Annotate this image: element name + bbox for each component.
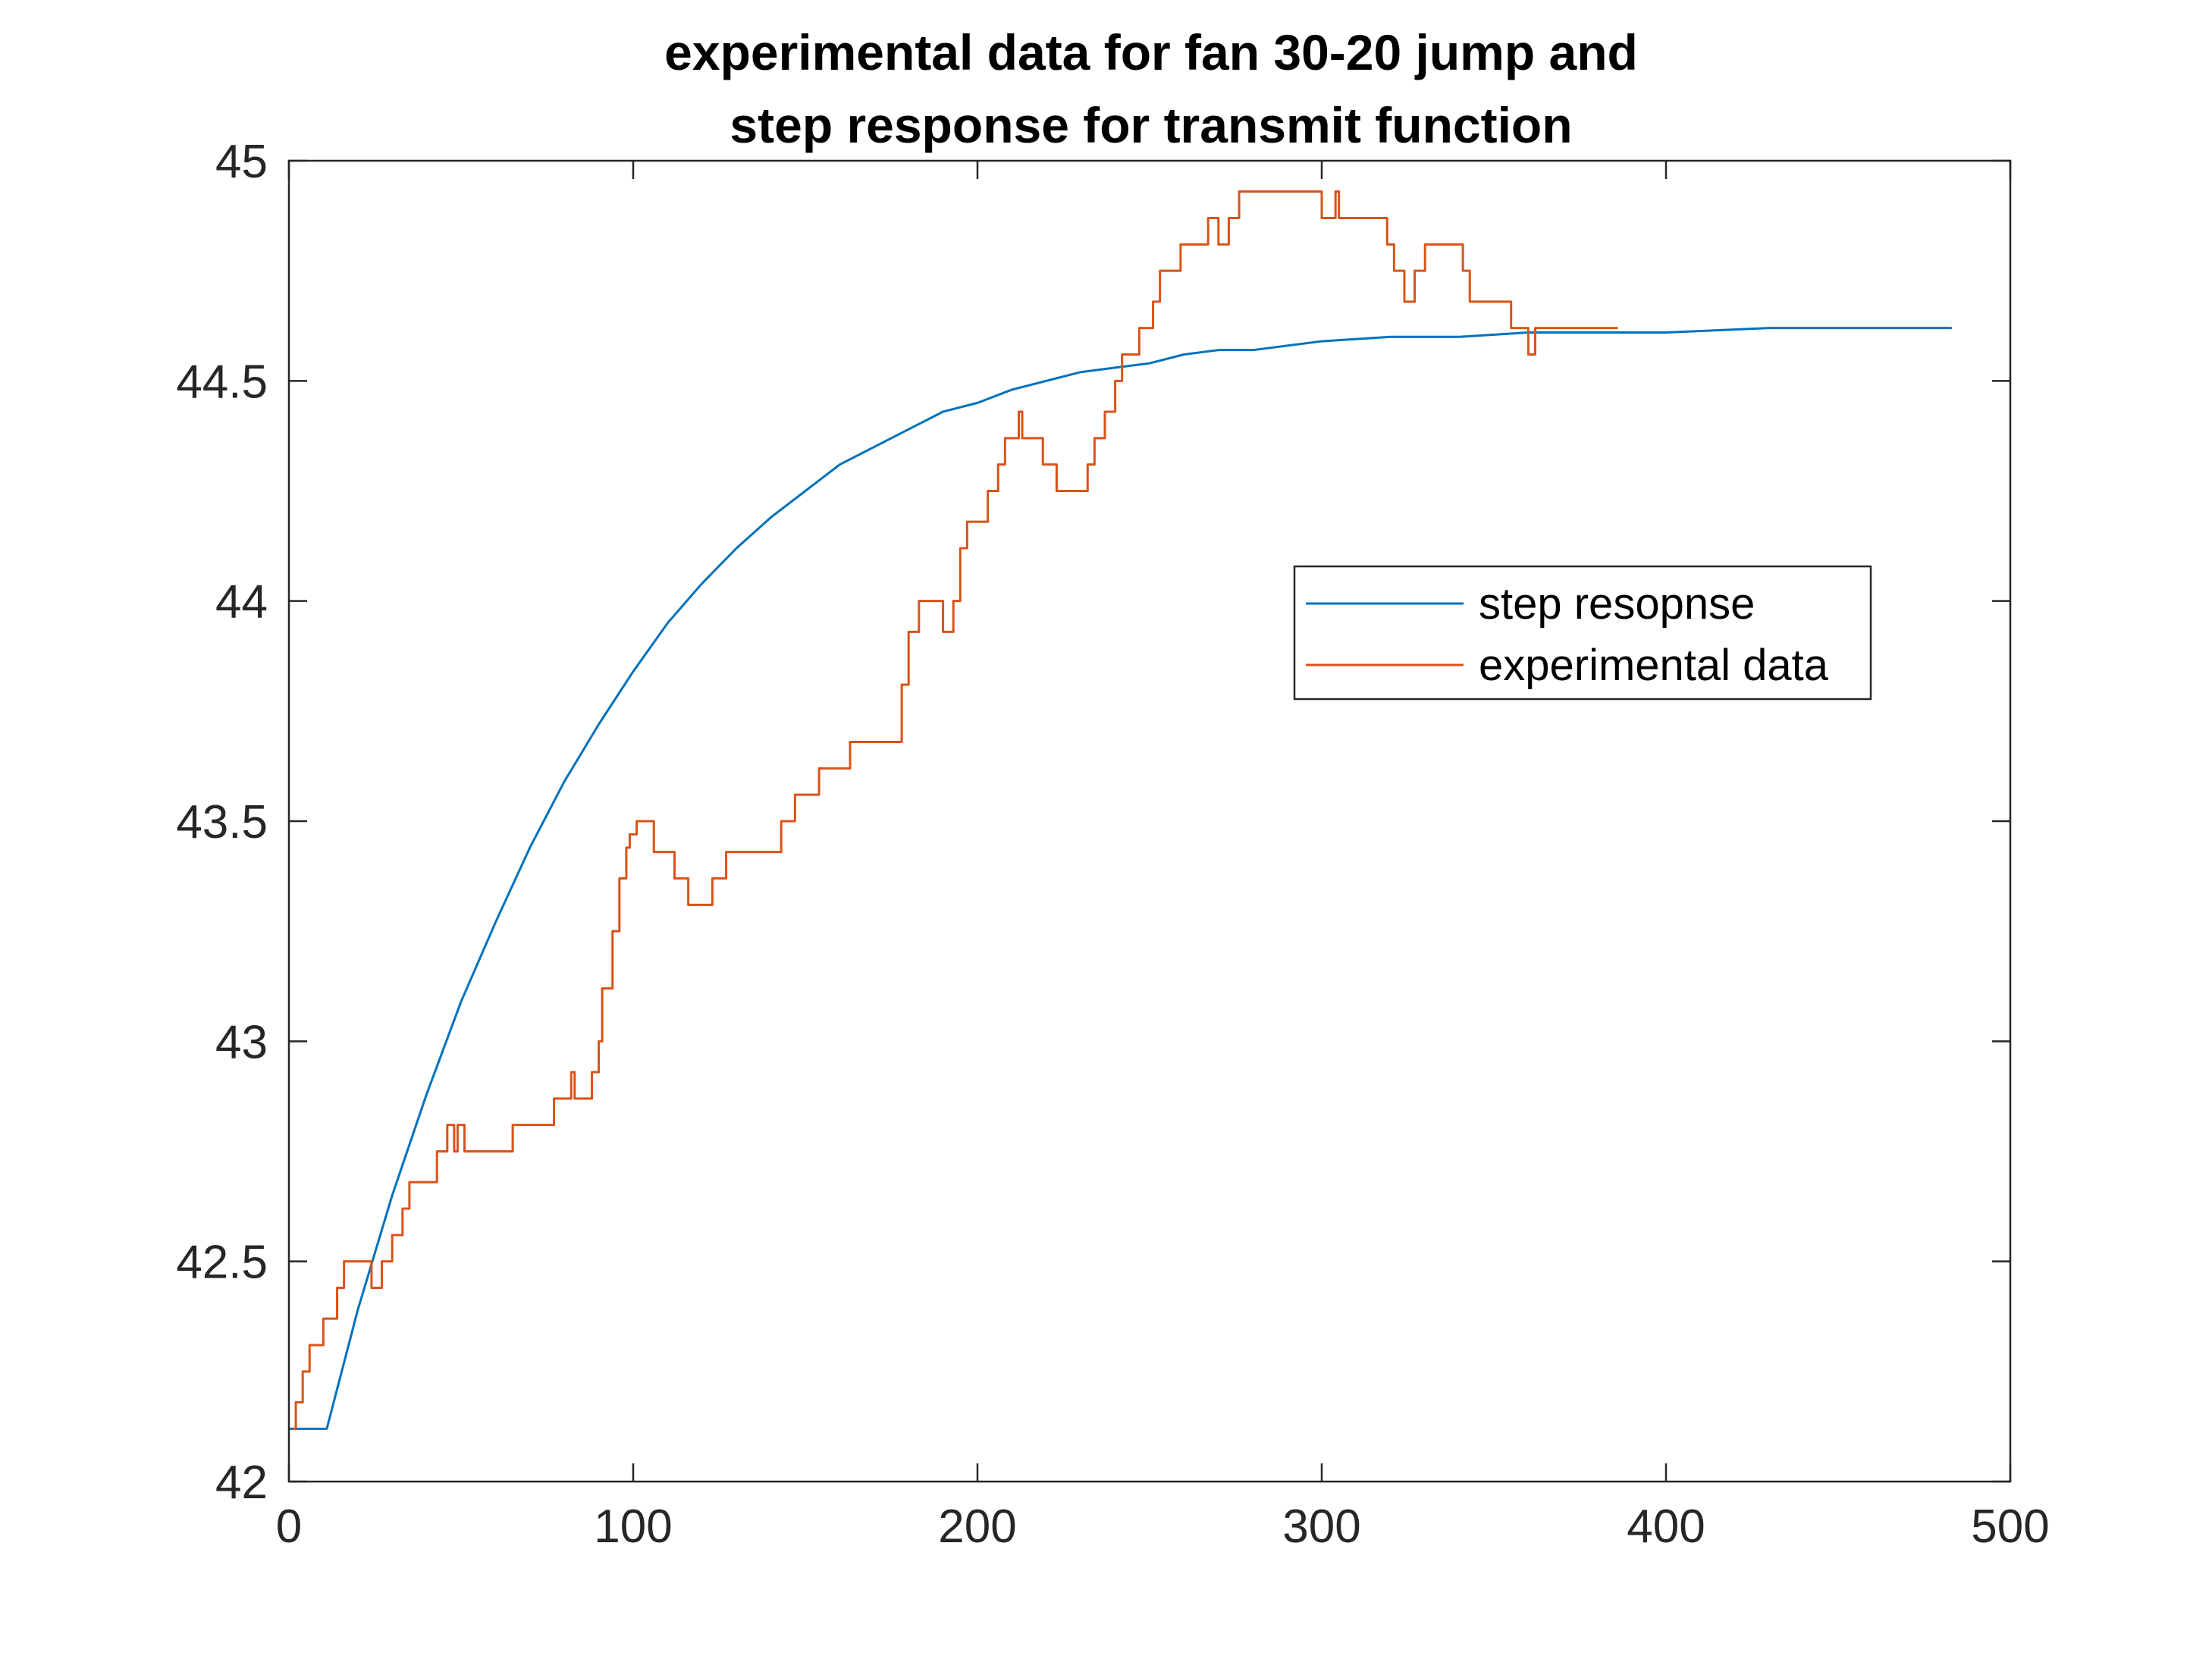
y-tick-label: 44: [215, 576, 268, 629]
x-tick-label: 100: [594, 1501, 672, 1553]
x-tick-label: 400: [1627, 1501, 1705, 1553]
y-tick-label: 42: [215, 1457, 268, 1509]
legend-label-experimental-data: experimental data: [1479, 641, 1829, 690]
y-tick-label: 45: [215, 136, 268, 188]
plot-area: 0 100 200 300 400 500 42 42.5 43 43.5 44 44.5 45: [176, 136, 2049, 1553]
legend: step resopnse experimental data: [1293, 565, 1872, 701]
x-tick-label: 300: [1282, 1501, 1360, 1553]
y-tick-label: 44.5: [176, 356, 268, 408]
x-tick-label: 0: [276, 1501, 302, 1553]
y-tick-label: 42.5: [176, 1237, 268, 1289]
series-line-step-response: [289, 327, 1952, 1430]
legend-label-step-response: step resopnse: [1479, 579, 1755, 629]
legend-box: [1293, 565, 1872, 701]
x-tick-label: 500: [1971, 1501, 2049, 1553]
x-tick-label: 200: [938, 1501, 1016, 1553]
series-line-experimental-data: [292, 190, 1618, 1430]
y-tick-label: 43.5: [176, 796, 268, 848]
ticks-layer: 0 100 200 300 400 500 42 42.5 43 43.5 44 44.5 45: [176, 136, 2049, 1553]
series-layer: [289, 190, 1952, 1430]
y-tick-label: 43: [215, 1016, 268, 1068]
chart-title-line-2: step response for transmit function: [729, 97, 1572, 153]
chart-title-line-1: experimental data for fan 30-20 jump and: [664, 24, 1638, 80]
